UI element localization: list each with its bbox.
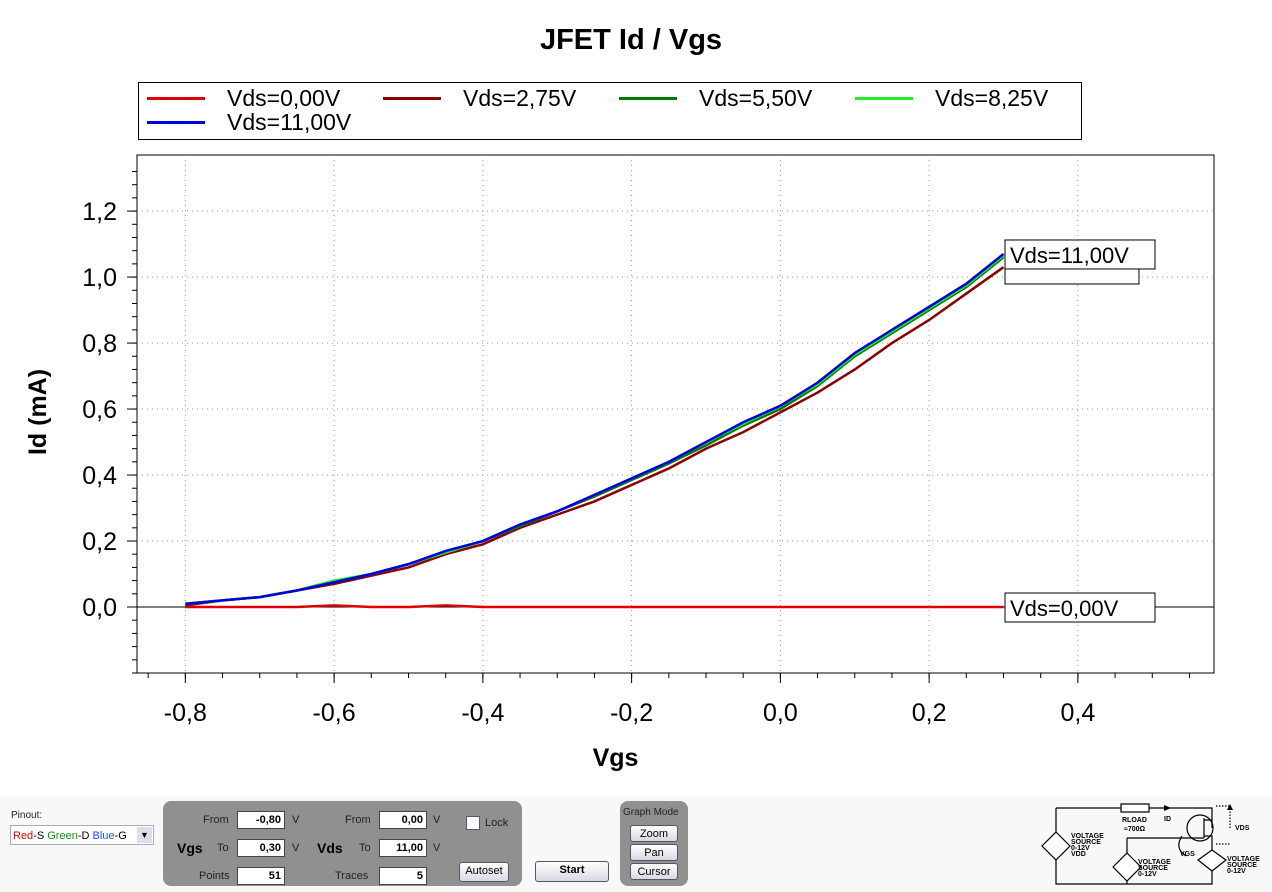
legend-item: Vds=2,75V [383, 85, 576, 112]
vgs-from-label: From [203, 814, 229, 826]
svg-text:SOURCE: SOURCE [1227, 862, 1257, 869]
chart-title: JFET Id / Vgs [539, 24, 723, 56]
id-label: ID [1164, 816, 1171, 823]
end-label-0v: Vds=0,00V [1010, 596, 1119, 621]
svg-text:SOURCE: SOURCE [1071, 839, 1101, 846]
pan-button[interactable]: Pan [630, 844, 678, 861]
points-input[interactable] [237, 867, 285, 885]
vgs-to-label: To [217, 842, 229, 854]
circuit-diagram: RLOAD ≈700Ω ID VDS VGS VOLTAGESOURCE0-12… [1041, 803, 1260, 885]
legend-item: Vds=5,50V [619, 85, 812, 112]
legend-swatch [619, 97, 677, 100]
unit: V [433, 842, 441, 854]
unit: V [433, 814, 441, 826]
vgs-label: Vgs [177, 840, 203, 856]
unit: V [292, 842, 300, 854]
y-tick-label: 0,2 [82, 528, 117, 556]
legend-label: Vds=0,00V [227, 85, 341, 111]
legend-swatch [383, 97, 441, 100]
legend-swatch [855, 97, 913, 100]
legend-label: Vds=11,00V [227, 109, 352, 135]
svg-text:0-12V: 0-12V [1227, 868, 1246, 875]
x-tick-label: -0,4 [461, 699, 504, 727]
pinout-part: -S [33, 830, 48, 842]
legend-swatch [147, 121, 205, 124]
legend-item: Vds=8,25V [855, 85, 1048, 112]
svg-text:VOLTAGE: VOLTAGE [1138, 859, 1171, 866]
plot[interactable]: -0,8 -0,6 -0,4 -0,2 0,0 0,2 0,4 0,0 0,2 0,4 0,6 0,8… [0, 0, 1272, 795]
pinout-part: Red [13, 830, 34, 842]
end-label-0v-box [1004, 592, 1156, 623]
control-bar: Pinout: Red-S Green-D Blue-G ▼ From V Vg… [0, 797, 1272, 892]
vds-to-label: To [359, 842, 371, 854]
pinout-part: Green [47, 830, 78, 842]
end-label-11v-box [1004, 239, 1156, 270]
svg-text:VOLTAGE: VOLTAGE [1227, 856, 1260, 863]
vgs-label: VGS [1180, 851, 1195, 858]
vds-label: VDS [1235, 825, 1250, 832]
legend-item: Vds=0,00V [147, 85, 340, 112]
legend: Vds=0,00V Vds=2,75V Vds=5,50V Vds=8,25V Vds=… [138, 82, 1082, 140]
series-line [185, 253, 1005, 605]
y-tick-label: 1,0 [82, 264, 117, 292]
x-tick-label: 0,2 [912, 699, 947, 727]
graph-mode-label: Graph Mode [623, 807, 679, 818]
y-tick-label: 0,0 [82, 594, 117, 622]
autoset-button[interactable]: Autoset [459, 862, 509, 882]
pinout-part: -D [77, 830, 93, 842]
traces-input[interactable] [379, 867, 427, 885]
rload-value: ≈700Ω [1124, 826, 1146, 833]
pinout-label: Pinout: [11, 810, 43, 821]
pinout-part: -G [114, 830, 127, 842]
points-label: Points [199, 870, 230, 882]
y-tick-label: 1,2 [82, 198, 117, 226]
traces-label: Traces [335, 870, 369, 882]
y-tick-label: 0,8 [82, 330, 117, 358]
vgs-from-input[interactable] [237, 811, 285, 829]
vds-to-input[interactable] [379, 839, 427, 857]
sweep-panel: From V Vgs To V Points From V Vds To V T… [163, 801, 522, 886]
svg-text:VDD: VDD [1071, 851, 1086, 858]
vds-from-label: From [345, 814, 371, 826]
lock-label: Lock [485, 817, 509, 829]
svg-text:0-12V: 0-12V [1071, 845, 1090, 852]
x-tick-label: -0,2 [610, 699, 653, 727]
svg-text:SOURCE: SOURCE [1138, 865, 1168, 872]
y-tick-label: 0,6 [82, 396, 117, 424]
cursor-button[interactable]: Cursor [630, 863, 678, 880]
x-tick-label: -0,8 [164, 699, 207, 727]
svg-text:0-12V: 0-12V [1138, 871, 1157, 878]
svg-text:VOLTAGE: VOLTAGE [1071, 833, 1104, 840]
legend-item: Vds=11,00V [147, 109, 351, 136]
start-button[interactable]: Start [535, 861, 609, 882]
end-label-11v: Vds=11,00V [1010, 243, 1129, 268]
graph-mode-panel: Graph Mode Zoom Pan Cursor [620, 801, 688, 886]
x-tick-label: -0,6 [313, 699, 356, 727]
legend-label: Vds=2,75V [463, 85, 577, 111]
x-tick-label: 0,0 [763, 699, 798, 727]
lock-checkbox[interactable] [466, 816, 480, 830]
zoom-button[interactable]: Zoom [630, 825, 678, 842]
y-axis-label: Id (mA) [24, 369, 52, 455]
pinout-part: Blue [92, 830, 115, 842]
chevron-down-icon[interactable]: ▼ [137, 827, 152, 843]
series-line [185, 604, 1004, 609]
x-axis-label: Vgs [593, 744, 639, 772]
vds-label: Vds [317, 840, 343, 856]
unit: V [292, 814, 300, 826]
vgs-to-input[interactable] [237, 839, 285, 857]
y-tick-label: 0,4 [82, 462, 117, 490]
legend-swatch [147, 97, 205, 100]
legend-label: Vds=5,50V [699, 85, 813, 111]
x-tick-label: 0,4 [1061, 699, 1096, 727]
legend-label: Vds=8,25V [935, 85, 1049, 111]
rload-label: RLOAD [1122, 817, 1147, 824]
pinout-select[interactable]: Red-S Green-D Blue-G [10, 825, 154, 845]
vds-from-input[interactable] [379, 811, 427, 829]
